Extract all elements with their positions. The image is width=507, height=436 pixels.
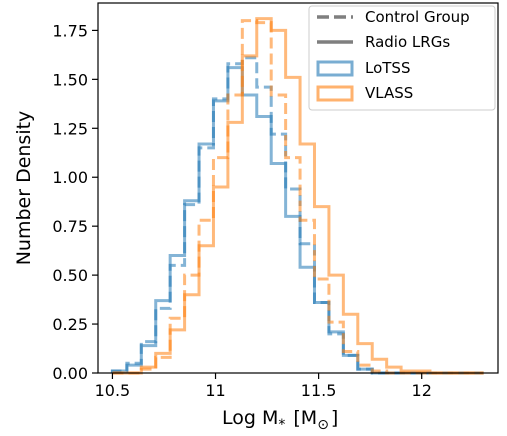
- series-lotss-radio-step: [110, 66, 484, 375]
- y-tick-label: 0.75: [52, 217, 88, 236]
- legend-frame: [308, 5, 496, 111]
- series-vlass-radio-step: [112, 17, 484, 375]
- y-tick-label: 0.50: [52, 266, 88, 285]
- y-tick-label: 1.50: [52, 70, 88, 89]
- y-tick-label: 1.00: [52, 168, 88, 187]
- series-vlass-control-step: [112, 19, 484, 375]
- x-tick-label: 10.5: [95, 381, 131, 400]
- x-tick-label: 11.5: [301, 381, 337, 400]
- x-axis-label-bracket-open: [M: [293, 407, 317, 429]
- x-axis-label-bracket-close: ]: [331, 407, 338, 429]
- x-axis-label-bracket-subscript: ⊙: [317, 417, 329, 433]
- x-axis-label-subscript: *: [278, 417, 285, 433]
- legend-label: LoTSS: [365, 59, 410, 77]
- x-axis: 10.5 11 11.5 12: [95, 373, 432, 400]
- legend-label: Control Group: [365, 8, 470, 26]
- legend-label: VLASS: [365, 84, 413, 102]
- legend-marker: [316, 60, 354, 77]
- y-axis-label: Number Density: [13, 111, 35, 266]
- x-tick-label: 12: [412, 381, 432, 400]
- legend-label: Radio LRGs: [365, 33, 450, 51]
- x-axis-label-main: Log M: [222, 407, 278, 429]
- x-axis-label: Log M* [M⊙]: [222, 407, 338, 433]
- x-tick-label: 11: [205, 381, 225, 400]
- y-tick-label: 1.75: [52, 21, 88, 40]
- legend-marker: [316, 85, 354, 102]
- axes-frame: [97, 2, 499, 374]
- svg-text:Log M*[M⊙]: Log M* [M⊙]: [222, 407, 338, 433]
- y-tick-label: 0.00: [52, 364, 88, 383]
- y-axis: 0.00 0.25 0.50 0.75 1.00 1.25 1.50 1.75: [52, 21, 98, 383]
- legend: Control Group Radio LRGs LoTSS VLASS: [308, 5, 496, 111]
- y-tick-label: 1.25: [52, 119, 88, 138]
- y-tick-label: 0.25: [52, 315, 88, 334]
